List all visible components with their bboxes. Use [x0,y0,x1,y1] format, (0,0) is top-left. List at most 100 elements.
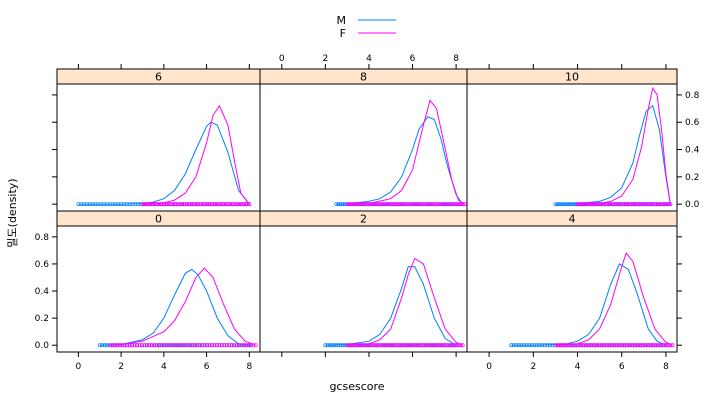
strip-label-10: 10 [565,71,579,84]
rug-point [206,202,211,207]
rug-point [441,202,446,207]
strip-label-6: 6 [155,71,162,84]
y-tick-label: 0.4 [685,146,700,156]
rug-point [142,343,147,348]
rug-point [435,343,440,348]
rug-point [423,202,428,207]
rug-point [222,202,227,207]
legend-label-F: F [340,27,346,40]
rug-point [380,202,385,207]
rug-point [222,343,227,348]
density-line-F [142,104,250,205]
density-line-M [78,121,250,205]
rug-point [414,343,419,348]
rug-point [635,343,640,348]
rug-point [456,202,461,207]
y-tick-label: 0.8 [35,233,50,243]
rug-point [360,343,365,348]
rug-point [387,343,392,348]
rug-point [402,343,407,348]
rug-point [135,343,140,348]
rug-point [215,343,219,348]
rug-point [598,343,603,348]
legend-label-M: M [337,14,347,27]
rug-point [420,343,425,348]
rug-point [175,343,179,348]
rug-point [340,343,345,348]
rug-point [656,343,661,348]
rug-point [588,343,593,348]
rug-point [193,343,198,348]
rug-point [227,202,232,207]
rug-point [398,202,403,207]
series-F-panel-0 [108,267,258,348]
rug-point [615,343,620,348]
rug-point [429,343,434,348]
density-line-M [99,268,250,346]
strip-label-4: 4 [569,213,576,226]
rug-point [177,202,182,207]
rug-point [185,343,190,348]
rug-point [460,343,465,348]
rug-point [207,343,212,348]
rug-point [378,202,383,207]
rug-point [447,343,452,348]
rug-point [152,343,156,348]
rug-point [621,343,626,348]
rug-point [417,202,422,207]
x-tick-label: 0 [279,54,285,64]
rug-point [602,343,607,348]
rug-point [580,343,585,348]
x-tick-label: 6 [410,54,416,64]
rug-point [154,202,159,207]
rug-point [343,343,347,348]
rug-point [201,202,205,207]
rug-point [374,343,378,348]
rug-point [586,343,591,348]
rug-point [416,343,421,348]
rug-point [185,202,189,207]
rug-point [600,343,605,348]
panel-10: 10 0.0 0.2 0.4 0.6 0.8 [466,64,700,212]
rug-point [437,202,442,207]
rug-point [178,343,183,348]
panel-4: 4 0 2 4 6 8 [466,210,682,372]
rug-point [383,343,388,348]
series-M-panel-10 [553,104,673,207]
rug-point [240,202,245,207]
rug-point [253,343,258,348]
rug-point [382,202,387,207]
series-M-panel-4 [509,263,668,348]
y-tick-label: 0.6 [35,260,50,270]
rug-point [229,343,234,348]
density-line-F [110,267,256,346]
rug-point [571,343,575,348]
density-line-F [577,86,671,205]
rug-point [658,343,663,348]
rug-point [176,202,181,207]
panel-2: 2 [259,210,468,357]
density-line-M [555,104,671,205]
rug-point [381,343,386,348]
rug-point [224,202,229,207]
rug-point [582,343,587,348]
rug-point [439,202,444,207]
y-tick-label: 0.6 [685,118,700,128]
x-tick-label: 2 [530,362,536,372]
rug-point [400,202,405,207]
rug-point [202,343,207,348]
series-F-panel-10 [575,86,673,207]
rug-point [376,202,381,207]
rug-point [410,343,415,348]
series-M-panel-0 [97,268,252,348]
rug-point [171,343,176,348]
rug-point [154,343,159,348]
rug-point [433,202,438,207]
rug-point [186,202,191,207]
rug-point [233,202,238,207]
rug-point [565,343,570,348]
rug-point [174,202,179,207]
x-tick-label: 6 [204,362,210,372]
rug-point [547,343,552,348]
rug-point [664,343,669,348]
